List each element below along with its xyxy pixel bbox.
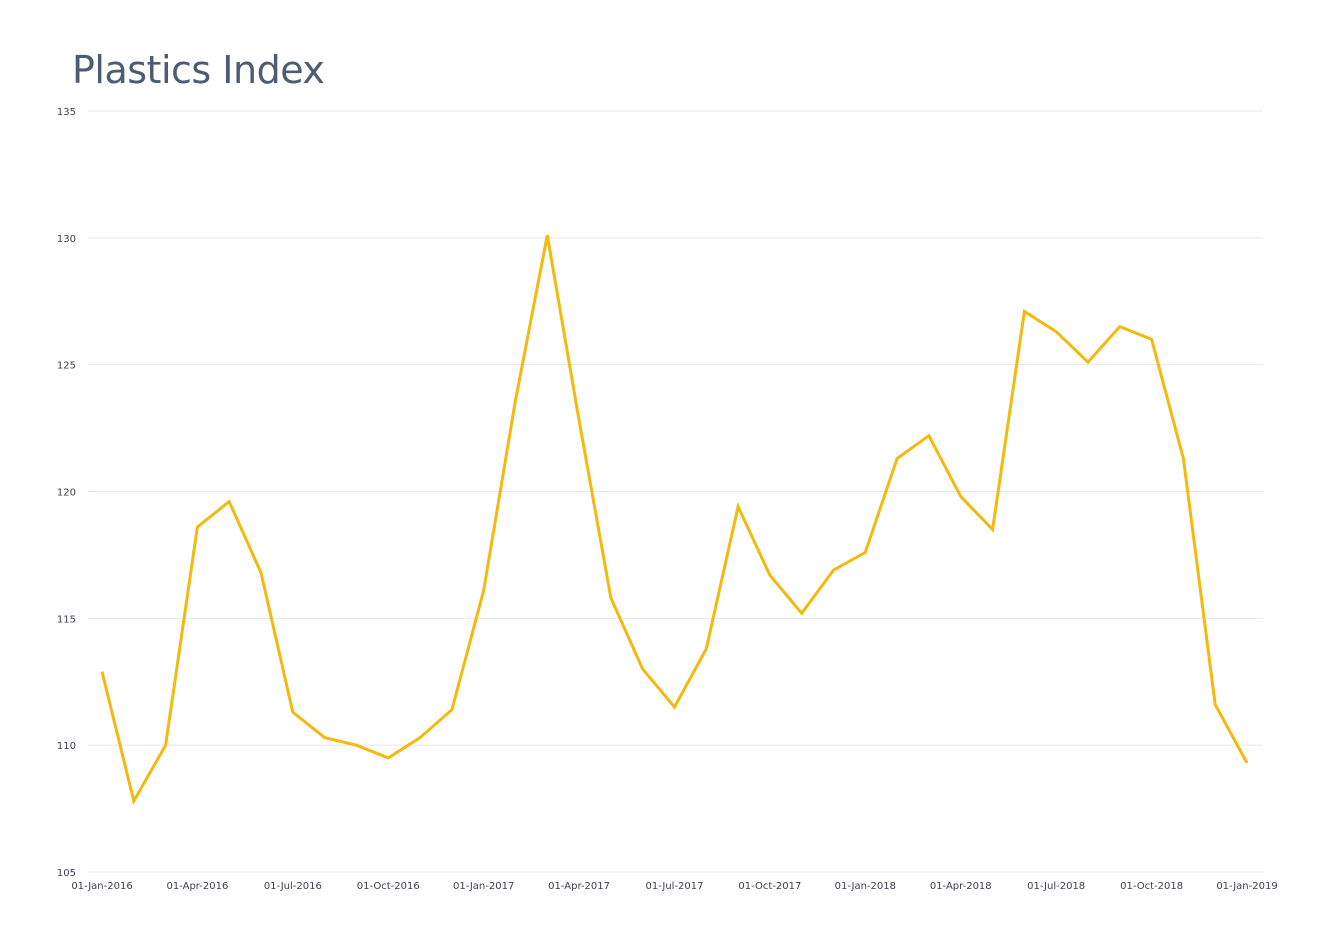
x-tick-label: 01-Apr-2017 [548, 881, 610, 892]
x-tick-label: 01-Jan-2019 [1216, 881, 1277, 892]
x-tick-label: 01-Jul-2016 [264, 881, 322, 892]
x-tick-label: 01-Oct-2016 [357, 881, 420, 892]
x-tick-label: 01-Jan-2016 [71, 881, 132, 892]
y-tick-label: 130 [57, 234, 76, 245]
x-tick-label: 01-Jul-2018 [1027, 881, 1085, 892]
x-tick-label: 01-Apr-2018 [930, 881, 992, 892]
y-tick-label: 125 [57, 361, 76, 372]
x-tick-label: 01-Jan-2018 [835, 881, 896, 892]
y-tick-label: 110 [57, 741, 76, 752]
chart-title: Plastics Index [72, 48, 325, 92]
x-tick-label: 01-Oct-2017 [738, 881, 801, 892]
x-tick-label: 01-Jul-2017 [645, 881, 703, 892]
y-tick-label: 135 [57, 107, 76, 118]
y-tick-label: 120 [57, 488, 76, 499]
y-tick-label: 115 [57, 614, 76, 625]
x-tick-label: 01-Jan-2017 [453, 881, 514, 892]
x-tick-label: 01-Oct-2018 [1120, 881, 1183, 892]
x-tick-label: 01-Apr-2016 [166, 881, 228, 892]
series-line [100, 235, 1249, 806]
y-tick-label: 105 [57, 868, 76, 879]
